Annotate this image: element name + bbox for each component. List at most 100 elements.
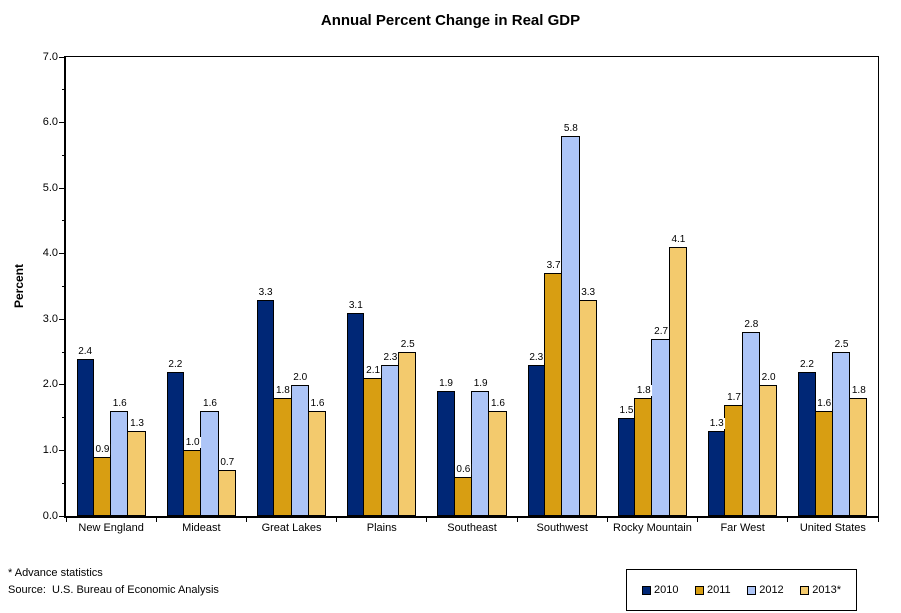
- legend: 2010 2011 2012 2013*: [626, 569, 857, 611]
- bar-value-label: 1.6: [816, 398, 833, 410]
- x-axis-tick: [155, 517, 157, 522]
- bar-value-label: 1.6: [489, 398, 506, 410]
- bar-2012-far-west: [741, 332, 760, 516]
- bar-value-label: 1.5: [618, 404, 635, 416]
- bar-value-label: 1.6: [111, 398, 128, 410]
- bar-2012-rocky-mountain: [651, 338, 670, 516]
- bar-value-label: 2.7: [653, 325, 670, 337]
- bar-2012-plains: [380, 365, 400, 516]
- bar-value-label: 1.8: [635, 384, 652, 396]
- legend-label-2011: 2011: [707, 584, 731, 596]
- legend-label-2013: 2013*: [812, 584, 841, 596]
- y-axis-major-tick: [59, 122, 66, 124]
- x-axis-tick: [426, 517, 428, 522]
- x-axis-tick: [787, 517, 789, 522]
- category-label-new-england: New England: [78, 522, 144, 534]
- bar-value-label: 1.6: [202, 398, 218, 410]
- bar-2010-rocky-mountain: [617, 417, 636, 516]
- bar-2013-new-england: [127, 430, 146, 516]
- bar-value-label: 2.3: [382, 352, 399, 364]
- bar-2011-far-west: [724, 404, 743, 516]
- plot-area: 2.4 0.9 1.6 1.3 2.2 1.0 1.6 0.7 3.3 1.8 2.0 1.6 3.1 2…: [64, 56, 879, 518]
- bar-2010-plains: [347, 312, 365, 516]
- bar-2011-great-lakes: [273, 397, 292, 516]
- y-axis-minor-tick: [62, 482, 66, 484]
- x-axis-tick: [516, 517, 518, 522]
- x-axis-tick: [877, 517, 879, 522]
- y-axis-major-tick: [59, 253, 66, 255]
- bar-2011-united-states: [814, 411, 833, 516]
- y-axis-tick-label: 3.0: [42, 312, 58, 325]
- bar-2013-plains: [398, 352, 417, 516]
- bar-2012-united-states: [831, 352, 851, 516]
- x-axis-tick: [606, 517, 608, 522]
- legend-entry-2013: 2013*: [800, 584, 841, 596]
- source-note: Source: U.S. Bureau of Economic Analysis: [8, 584, 219, 596]
- bar-2012-southeast: [471, 391, 490, 516]
- bar-2012-great-lakes: [290, 384, 309, 516]
- bar-2010-southwest: [527, 365, 545, 516]
- bar-2013-southwest: [578, 299, 597, 516]
- bar-2013-rocky-mountain: [668, 247, 688, 516]
- bar-value-label: 3.1: [347, 299, 364, 311]
- y-axis-tick-label: 7.0: [42, 50, 58, 63]
- y-axis-minor-tick: [62, 286, 66, 287]
- bar-value-label: 1.6: [309, 398, 326, 410]
- bar-2013-mideast: [217, 470, 236, 516]
- bar-value-label: 2.1: [365, 365, 382, 377]
- y-axis-tick-label: 0.0: [42, 509, 58, 522]
- bar-2010-far-west: [708, 430, 726, 516]
- legend-entry-2012: 2012: [747, 584, 784, 596]
- y-axis-tick-label: 1.0: [42, 443, 58, 456]
- bar-value-label: 1.3: [129, 417, 145, 429]
- category-label-rocky-mountain: Rocky Mountain: [613, 522, 692, 534]
- y-axis-tick-label: 4.0: [42, 247, 58, 260]
- bar-value-label: 1.8: [850, 384, 867, 396]
- bar-2013-far-west: [758, 384, 778, 516]
- bar-value-label: 1.9: [472, 378, 489, 390]
- bar-value-label: 1.0: [184, 437, 201, 449]
- bar-2012-mideast: [200, 411, 219, 516]
- legend-entry-2011: 2011: [695, 584, 731, 596]
- bar-value-label: 2.5: [399, 339, 416, 351]
- bar-2010-great-lakes: [256, 299, 275, 516]
- bar-value-label: 2.2: [167, 358, 184, 370]
- y-axis-tick-label: 2.0: [42, 378, 58, 391]
- y-axis-major-tick: [59, 56, 66, 58]
- bar-2011-new-england: [92, 457, 112, 516]
- x-axis-tick: [336, 517, 338, 522]
- y-axis-major-tick: [59, 187, 66, 189]
- bar-value-label: 2.0: [760, 371, 777, 383]
- bar-2010-new-england: [76, 358, 94, 516]
- bar-value-label: 2.2: [798, 358, 815, 370]
- y-axis-major-tick: [59, 515, 66, 517]
- x-axis-tick: [65, 517, 67, 522]
- category-label-united-states: United States: [799, 522, 866, 534]
- y-axis-minor-tick: [62, 154, 66, 156]
- bar-value-label: 1.3: [708, 417, 725, 429]
- bar-2012-southwest: [561, 135, 580, 516]
- legend-label-2012: 2012: [759, 584, 784, 596]
- y-axis-title: Percent: [12, 263, 26, 309]
- x-axis-tick: [697, 517, 699, 522]
- y-axis-tick-label: 5.0: [42, 181, 58, 194]
- bar-value-label: 0.6: [455, 463, 472, 475]
- y-axis-major-tick: [59, 384, 66, 386]
- bar-value-label: 3.7: [545, 260, 562, 272]
- category-label-southwest: Southwest: [536, 522, 588, 534]
- legend-swatch-2013: [800, 585, 810, 595]
- legend-swatch-2012: [747, 585, 757, 595]
- bar-2011-southeast: [453, 476, 472, 516]
- legend-swatch-2011: [695, 585, 705, 595]
- y-axis-tick-label: 6.0: [42, 116, 58, 129]
- bar-2011-rocky-mountain: [634, 397, 653, 516]
- bar-value-label: 3.3: [257, 286, 274, 298]
- y-axis-major-tick: [59, 449, 66, 451]
- bar-value-label: 2.4: [77, 345, 94, 357]
- bar-2010-united-states: [798, 371, 816, 516]
- bar-2010-mideast: [166, 371, 185, 516]
- bar-2010-southeast: [437, 391, 455, 516]
- y-axis-minor-tick: [62, 89, 66, 91]
- legend-label-2010: 2010: [654, 584, 679, 596]
